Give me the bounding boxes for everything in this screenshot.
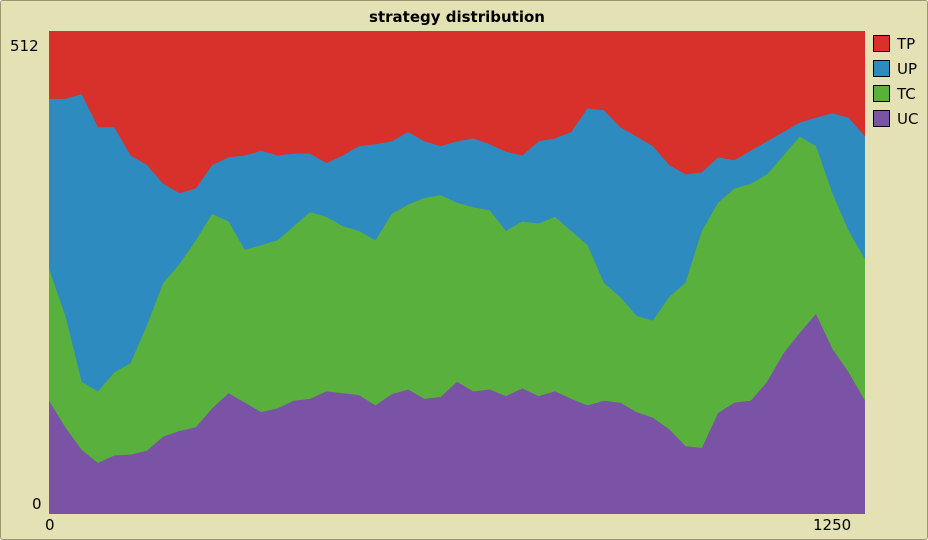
legend: TP UP TC UC [873, 31, 918, 131]
legend-label-tp: TP [897, 34, 916, 53]
legend-item-tc: TC [873, 81, 918, 106]
legend-swatch-tp [873, 35, 890, 52]
legend-label-uc: UC [897, 109, 919, 128]
legend-label-tc: TC [897, 84, 916, 103]
legend-item-uc: UC [873, 106, 918, 131]
legend-label-up: UP [897, 59, 918, 78]
legend-swatch-uc [873, 110, 890, 127]
y-tick-max: 512 [10, 37, 39, 55]
x-tick-min: 0 [45, 516, 55, 534]
chart-title: strategy distribution [369, 8, 545, 26]
legend-item-up: UP [873, 56, 918, 81]
legend-swatch-tc [873, 85, 890, 102]
area-series-uc [49, 314, 865, 514]
plot-area [49, 31, 865, 514]
y-tick-min: 0 [32, 495, 42, 513]
legend-item-tp: TP [873, 31, 918, 56]
x-tick-max: 1250 [813, 516, 852, 534]
legend-swatch-up [873, 60, 890, 77]
